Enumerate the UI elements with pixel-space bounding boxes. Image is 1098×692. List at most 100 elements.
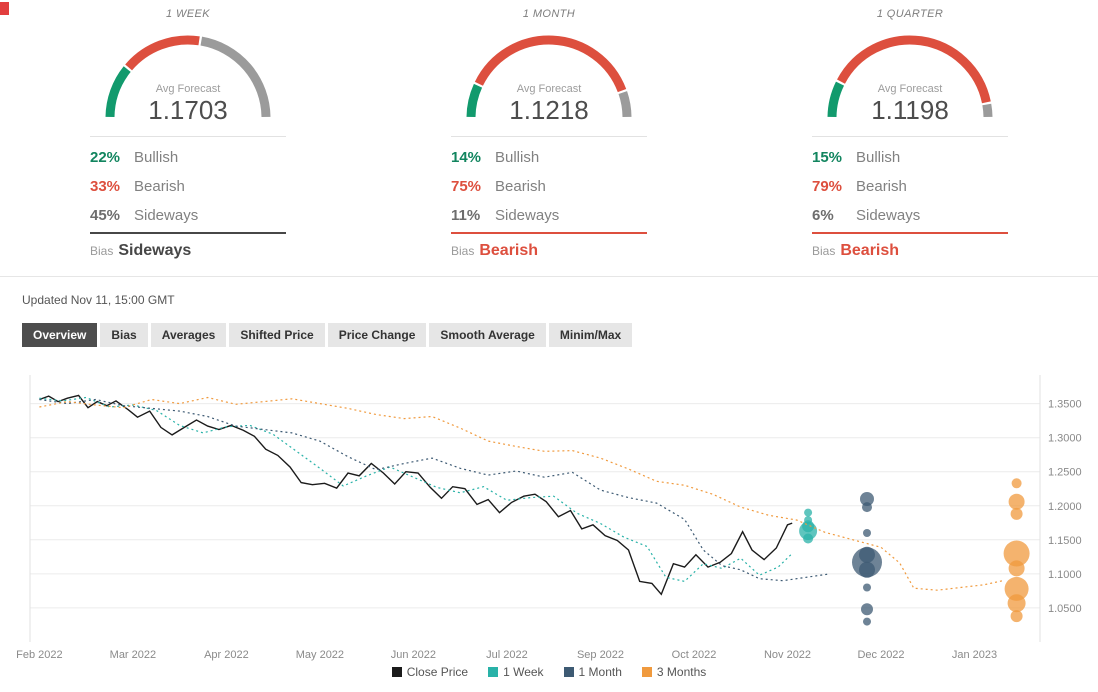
series-line [39,396,1003,591]
sentiment-row-bullish: 15% Bullish [812,143,1008,172]
forecast-bubble[interactable] [1007,594,1026,613]
updated-timestamp: Updated Nov 11, 15:00 GMT [22,293,175,307]
forecast-bubble[interactable] [1008,560,1025,577]
forecast-bubble[interactable] [863,617,871,626]
chart-legend: Close Price 1 Week 1 Month 3 Months [0,665,1098,679]
x-axis-tick-label: Nov 2022 [764,649,811,661]
y-axis-tick-label: 1.0500 [1048,603,1082,615]
series-line [39,394,793,596]
x-axis-tick-label: Jul 2022 [486,649,528,661]
legend-item-close-price[interactable]: Close Price [391,665,469,679]
bias-label: Bias [90,244,114,258]
bullish-percent: 15% [812,149,843,166]
bearish-percent: 33% [90,178,121,195]
y-axis-tick-label: 1.3000 [1048,433,1082,445]
forecast-bubble[interactable] [861,603,873,616]
forecast-bubble[interactable] [803,533,814,544]
forecast-bubble[interactable] [804,508,813,517]
forecast-bubble[interactable] [1003,540,1030,567]
legend-swatch [563,667,574,677]
section-separator [0,276,1098,277]
legend-item-1-month[interactable]: 1 Month [563,665,622,679]
sentiment-row-sideways: 45% Sideways [90,201,286,230]
forecast-bubble[interactable] [1010,507,1023,520]
forecast-bubble[interactable] [863,583,871,592]
sideways-percent: 45% [90,207,121,224]
forecast-bubble[interactable] [1004,576,1029,601]
forecast-bubble[interactable] [799,522,818,540]
forecast-bubble[interactable] [860,492,874,506]
forecast-bubble[interactable] [1011,478,1022,489]
y-axis-tick-label: 1.3500 [1048,399,1082,411]
avg-forecast-label: Avg Forecast [156,83,221,95]
gauge-segment [200,36,271,118]
y-axis-tick-label: 1.1500 [1048,535,1082,547]
bullish-percent: 14% [451,149,482,166]
bias-label: Bias [451,244,475,258]
forecast-bubble[interactable] [859,561,875,578]
gauge-segment [982,103,993,118]
tab-averages[interactable]: Averages [150,323,227,347]
y-axis-tick-label: 1.2000 [1048,501,1082,513]
panel-divider [812,136,1008,137]
tab-smooth-average[interactable]: Smooth Average [429,323,546,347]
tab-shifted-price[interactable]: Shifted Price [229,323,325,347]
tab-overview[interactable]: Overview [22,323,98,347]
series-line [39,398,830,582]
tab-minim-max[interactable]: Minim/Max [548,323,633,347]
forecast-bubble[interactable] [863,529,871,537]
gauge-segment [474,35,627,93]
bias-row: Bias Sideways [90,242,286,260]
gauge-segment [837,35,991,104]
sentiment-row-bearish: 33% Bearish [90,172,286,201]
forecast-bubble[interactable] [862,502,872,513]
forecast-panel-1-month: 1 MONTH Avg Forecast 1.1218 14% Bullish 7… [451,8,647,260]
avg-forecast-label: Avg Forecast [517,83,582,95]
sideways-label: Sideways [856,207,921,224]
sentiment-row-sideways: 6% Sideways [812,201,1008,230]
legend-swatch [391,667,402,677]
panel-period-label: 1 WEEK [166,8,210,20]
x-axis-tick-label: Jan 2023 [952,649,997,661]
sentiment-row-bearish: 75% Bearish [451,172,647,201]
forecast-panel-1-week: 1 WEEK Avg Forecast 1.1703 22% Bullish 33… [90,8,286,260]
x-axis-tick-label: Mar 2022 [110,649,156,661]
bias-value: Bearish [840,242,900,259]
sideways-label: Sideways [495,207,560,224]
bias-value: Sideways [118,242,192,259]
forecast-bubble[interactable] [1010,610,1023,623]
avg-forecast-value: 1.1703 [148,95,228,125]
sideways-percent: 11% [451,207,481,224]
sentiment-rows: 15% Bullish 79% Bearish 6% Sideways [812,137,1008,230]
gauge-segment [827,81,845,118]
bearish-percent: 75% [451,178,482,195]
forecast-chart[interactable]: 1.0500 1.1000 1.1500 1.2000 1.2500 1.3000 1.35… [0,365,1098,661]
bullish-label: Bullish [134,149,179,166]
bearish-percent: 79% [812,178,843,195]
gauge-segment [105,66,131,118]
sentiment-row-sideways: 11% Sideways [451,201,647,230]
tab-price-change[interactable]: Price Change [327,323,427,347]
legend-label: Close Price [406,665,469,679]
x-axis-tick-label: Dec 2022 [857,649,904,661]
sentiment-row-bullish: 14% Bullish [451,143,647,172]
legend-item-1-week[interactable]: 1 Week [488,665,544,679]
legend-label: 1 Week [503,665,544,679]
panel-divider [451,136,647,137]
x-axis-tick-label: Feb 2022 [16,649,62,661]
bearish-label: Bearish [134,178,185,195]
tab-bias[interactable]: Bias [100,323,148,347]
legend-swatch [641,667,652,677]
legend-item-3-months[interactable]: 3 Months [641,665,707,679]
forecast-bubble[interactable] [1008,493,1025,510]
sentiment-rows: 22% Bullish 33% Bearish 45% Sideways [90,137,286,230]
avg-forecast-value: 1.1218 [509,95,589,125]
avg-forecast-label: Avg Forecast [878,83,943,95]
panel-period-label: 1 MONTH [522,8,576,20]
logo-fragment [0,2,9,15]
x-axis-tick-label: Oct 2022 [672,649,717,661]
legend-label: 3 Months [656,665,707,679]
bias-label: Bias [812,244,836,258]
bearish-label: Bearish [495,178,546,195]
forecast-panels: 1 WEEK Avg Forecast 1.1703 22% Bullish 33… [0,0,1098,260]
